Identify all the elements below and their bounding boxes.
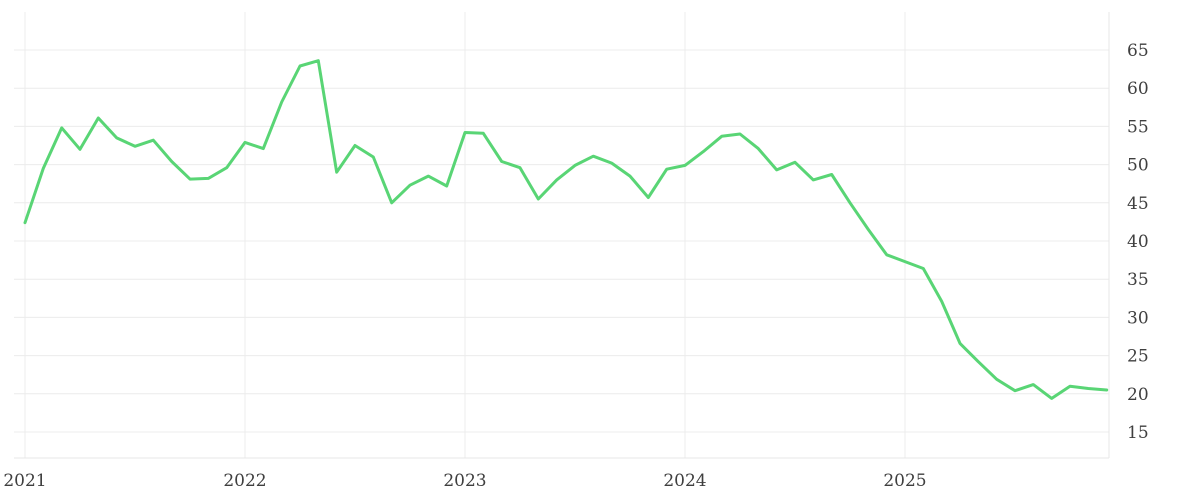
y-axis-tick-label: 50 (1127, 156, 1149, 176)
y-axis-tick-label: 20 (1127, 385, 1149, 405)
y-axis-tick-label: 65 (1127, 41, 1149, 61)
y-axis-tick-label: 35 (1127, 270, 1149, 290)
y-axis-tick-label: 55 (1127, 117, 1149, 137)
y-axis-tick-label: 60 (1127, 79, 1149, 99)
x-axis-tick-label: 2022 (223, 471, 266, 491)
x-axis-tick-label: 2021 (3, 471, 46, 491)
y-axis-tick-label: 45 (1127, 194, 1149, 214)
y-axis-tick-label: 30 (1127, 308, 1149, 328)
y-axis-tick-label: 15 (1127, 423, 1149, 443)
price-line (23, 59, 1109, 400)
x-axis-tick-label: 2023 (443, 471, 486, 491)
x-axis-tick-label: 2024 (663, 471, 706, 491)
y-axis-tick-label: 40 (1127, 232, 1149, 252)
y-axis-tick-label: 25 (1127, 347, 1149, 367)
x-axis-tick-label: 2025 (883, 471, 926, 491)
